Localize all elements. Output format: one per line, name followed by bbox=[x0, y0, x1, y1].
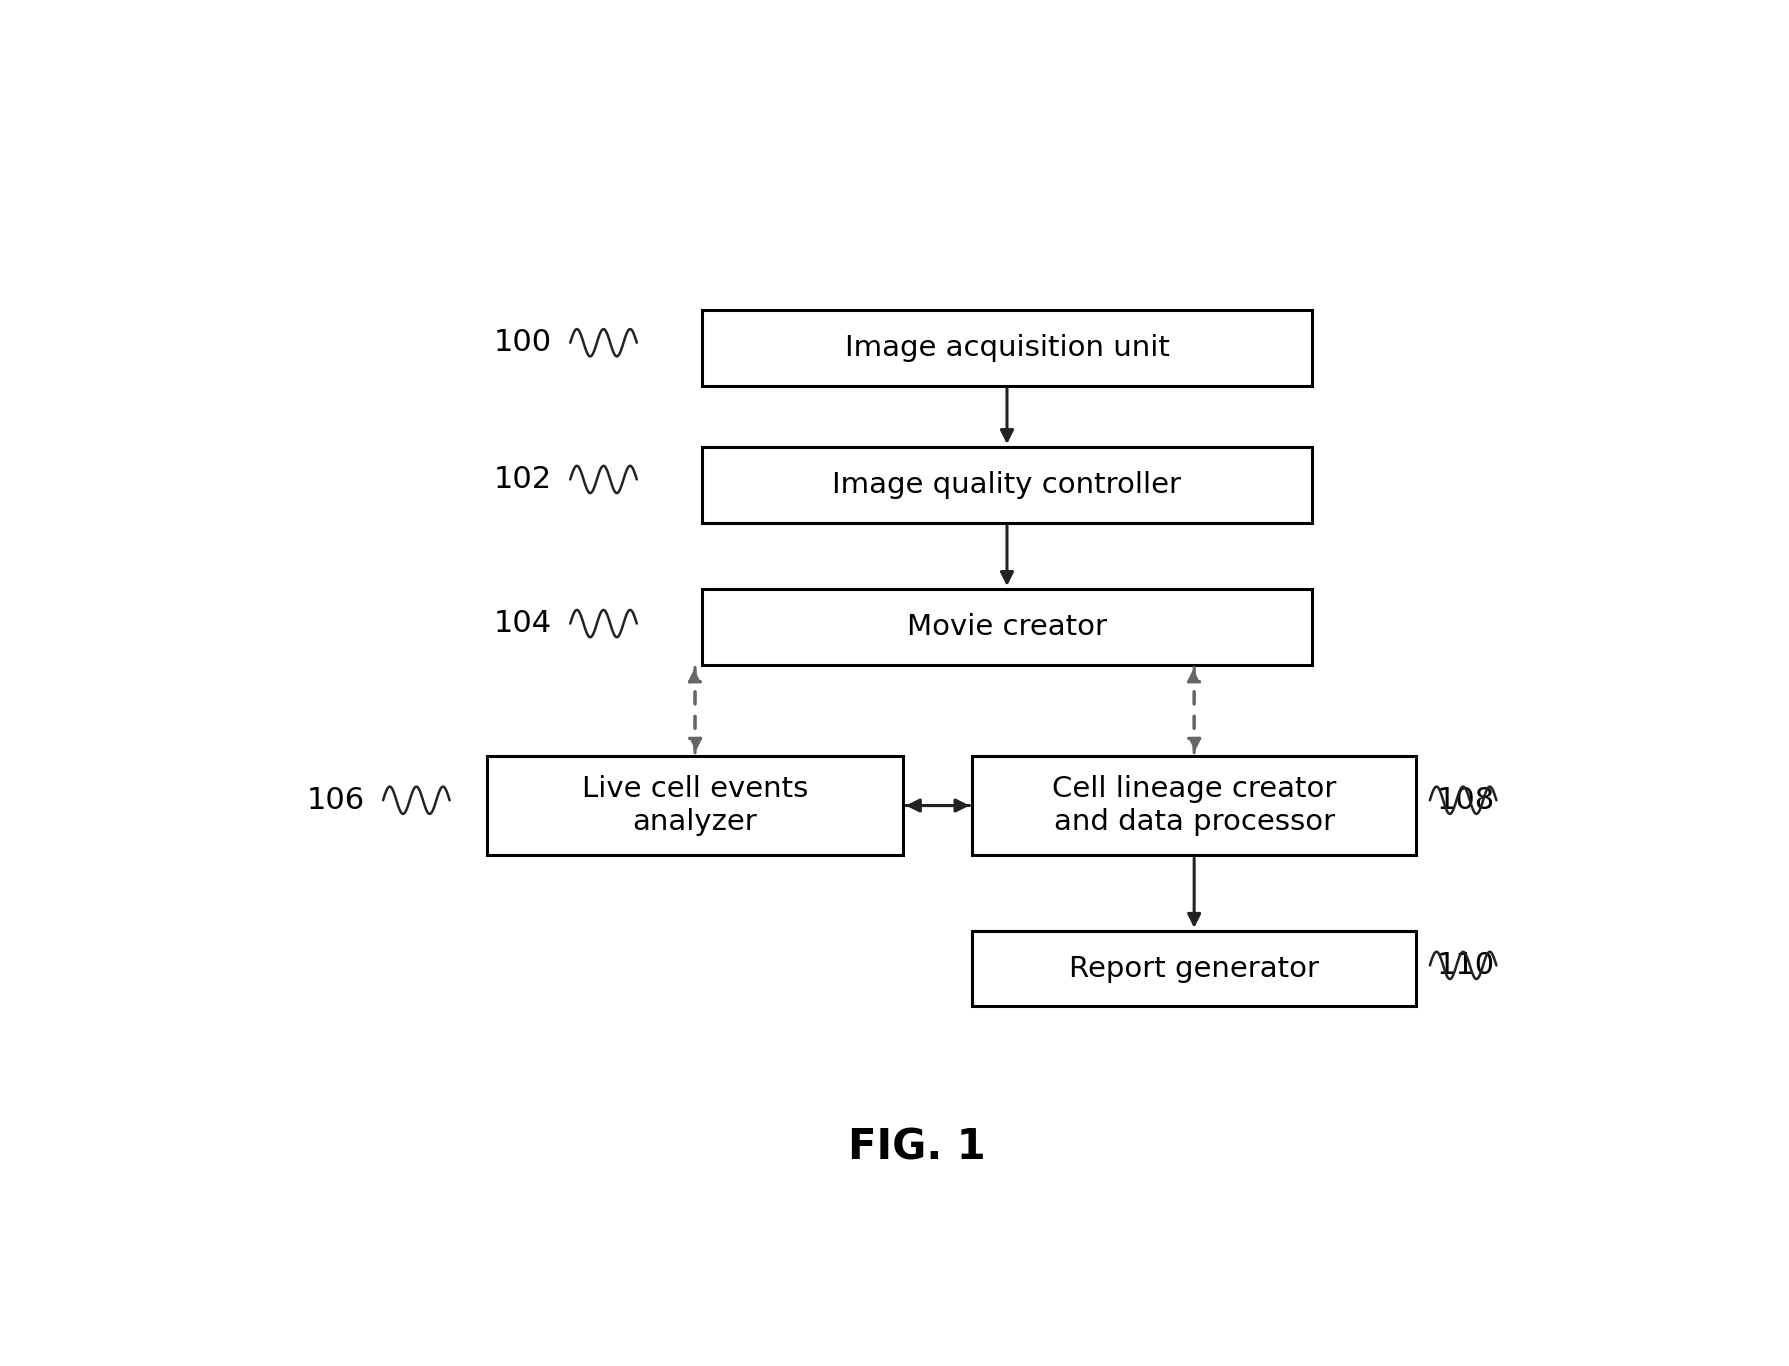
FancyBboxPatch shape bbox=[973, 930, 1417, 1007]
Text: Image acquisition unit: Image acquisition unit bbox=[844, 335, 1170, 362]
FancyBboxPatch shape bbox=[701, 589, 1311, 665]
Text: Image quality controller: Image quality controller bbox=[832, 471, 1181, 499]
Text: Movie creator: Movie creator bbox=[907, 613, 1107, 641]
Text: 102: 102 bbox=[494, 464, 553, 494]
Text: 110: 110 bbox=[1437, 951, 1496, 979]
Text: Live cell events
analyzer: Live cell events analyzer bbox=[581, 776, 809, 836]
Text: 108: 108 bbox=[1437, 785, 1496, 814]
FancyBboxPatch shape bbox=[487, 755, 903, 855]
Text: Report generator: Report generator bbox=[1070, 955, 1318, 982]
Text: FIG. 1: FIG. 1 bbox=[848, 1127, 986, 1168]
Text: 100: 100 bbox=[494, 328, 553, 358]
FancyBboxPatch shape bbox=[701, 310, 1311, 385]
Text: 106: 106 bbox=[308, 785, 365, 814]
FancyBboxPatch shape bbox=[973, 755, 1417, 855]
Text: Cell lineage creator
and data processor: Cell lineage creator and data processor bbox=[1052, 776, 1336, 836]
Text: 104: 104 bbox=[494, 609, 553, 638]
FancyBboxPatch shape bbox=[701, 447, 1311, 523]
